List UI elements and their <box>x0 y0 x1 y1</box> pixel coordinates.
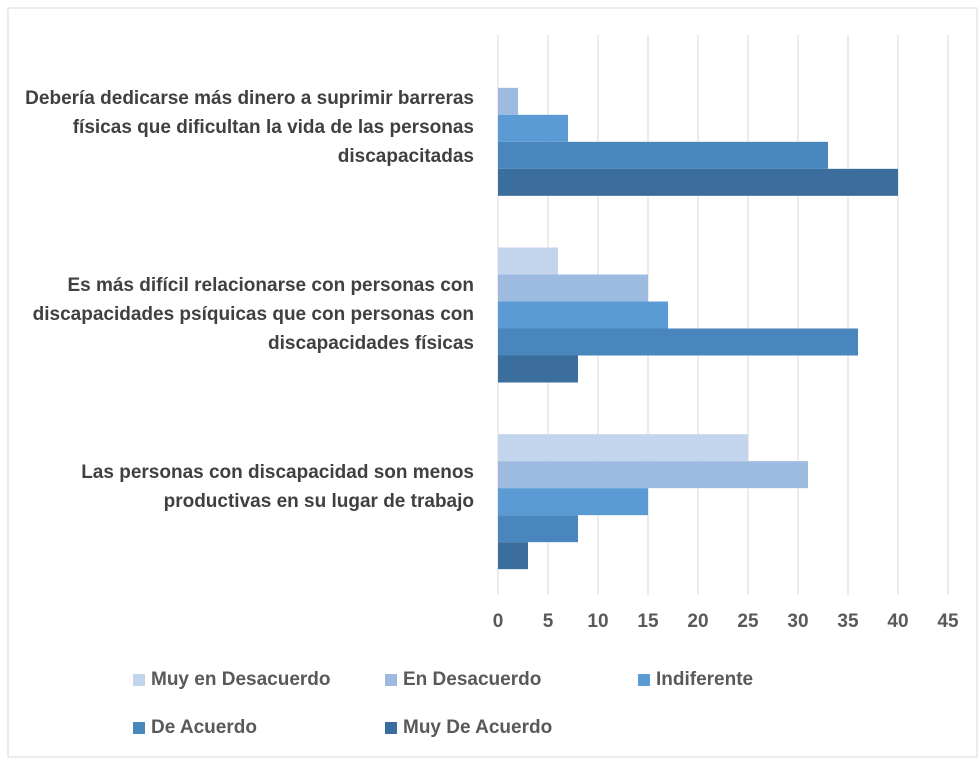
legend-label: Muy en Desacuerdo <box>151 669 331 690</box>
legend-label: Muy De Acuerdo <box>403 717 552 738</box>
bar <box>498 328 858 356</box>
legend-swatch <box>133 722 145 734</box>
bar <box>498 301 668 329</box>
frame <box>7 7 978 758</box>
bar <box>498 168 898 196</box>
x-tick-label: 35 <box>837 611 859 632</box>
x-tick-label: 10 <box>587 611 608 632</box>
legend-label: Indiferente <box>656 669 753 690</box>
bar <box>498 515 578 543</box>
legend-swatch <box>638 674 650 686</box>
bar <box>498 87 518 115</box>
bar <box>498 141 828 169</box>
x-tick-label: 20 <box>687 611 708 632</box>
bar <box>498 542 528 570</box>
legend-swatch <box>385 722 397 734</box>
x-tick-label: 0 <box>493 611 504 632</box>
bar <box>498 355 578 383</box>
bar <box>498 434 748 462</box>
x-tick-label: 5 <box>543 611 554 632</box>
bar <box>498 274 648 302</box>
category-label: Las personas con discapacidad son menos … <box>81 461 474 512</box>
legend-label: De Acuerdo <box>151 717 257 738</box>
bar <box>498 247 558 275</box>
x-tick-label: 15 <box>637 611 659 632</box>
bar <box>498 488 648 516</box>
x-tick-label: 45 <box>937 611 959 632</box>
legend-label: En Desacuerdo <box>403 669 541 690</box>
bar <box>498 114 568 142</box>
category-label: Es más difícil relacionarse con personas… <box>32 275 474 354</box>
legend-swatch <box>385 674 397 686</box>
bar <box>498 461 808 489</box>
x-tick-label: 40 <box>887 611 908 632</box>
x-tick-label: 25 <box>737 611 759 632</box>
legend-swatch <box>133 674 145 686</box>
category-label: Debería dedicarse más dinero a suprimir … <box>25 88 474 168</box>
x-tick-label: 30 <box>787 611 808 632</box>
